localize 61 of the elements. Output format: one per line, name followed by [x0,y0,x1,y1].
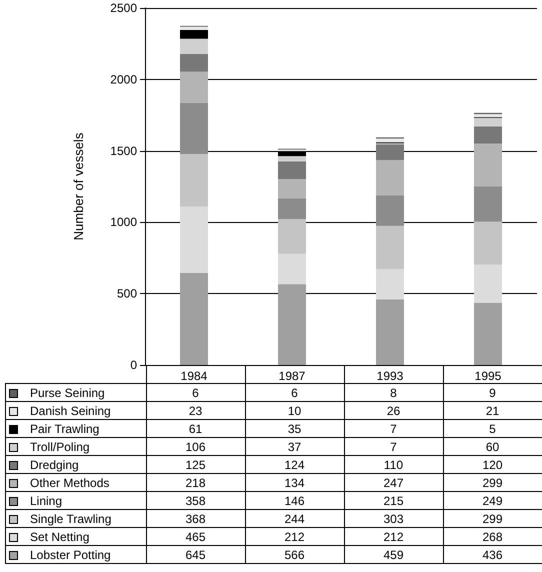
data-label: 212 [344,528,443,546]
x-tick-label: 1987 [278,369,306,383]
data-label: 244 [245,510,344,528]
data-label: 215 [344,492,443,510]
legend-label: Other Methods [30,476,110,490]
legend-label: Lobster Potting [30,548,111,562]
data-label: 146 [245,492,344,510]
data-label: 8 [344,384,443,402]
data-label: 9 [443,384,542,402]
data-label: 645 [146,546,245,564]
x-tick-label: 1993 [376,369,404,383]
legend-label: Single Trawling [30,512,112,526]
y-tick-label: 1000 [110,215,138,230]
y-tick-label: 500 [116,286,138,301]
x-tick-label: 1995 [474,369,502,383]
data-label: 299 [443,510,542,528]
data-label: 125 [146,456,245,474]
y-axis-title: Number of vessels [71,132,86,240]
data-label: 37 [245,438,344,456]
data-label: 10 [245,402,344,420]
data-label: 212 [245,528,344,546]
data-label: 218 [146,474,245,492]
data-label: 6 [146,384,245,402]
data-label: 60 [443,438,542,456]
y-tick-label: 2000 [110,72,138,86]
data-label: 106 [146,438,245,456]
data-label: 268 [443,528,542,546]
data-label: 368 [146,510,245,528]
legend-label: Purse Seining [30,386,105,400]
x-tick-label: 1984 [180,369,208,383]
data-label: 436 [443,546,542,564]
data-label: 35 [245,420,344,438]
data-label: 120 [443,456,542,474]
data-label: 358 [146,492,245,510]
data-label: 5 [443,420,542,438]
data-label: 6 [245,384,344,402]
y-tick-label: 1500 [110,144,138,158]
data-label: 23 [146,402,245,420]
data-label: 26 [344,402,443,420]
data-label: 134 [245,474,344,492]
data-label: 566 [245,546,344,564]
data-label: 249 [443,492,542,510]
data-label: 124 [245,456,344,474]
data-label: 465 [146,528,245,546]
data-label: 299 [443,474,542,492]
y-tick-label: 0 [130,358,138,372]
data-label: 303 [344,510,443,528]
data-label: 459 [344,546,443,564]
data-label: 21 [443,402,542,420]
data-label: 110 [344,456,443,474]
legend-label: Set Netting [30,530,90,544]
data-label: 7 [344,438,443,456]
y-tick-label: 2500 [110,1,138,15]
legend-label: Lining [30,494,62,508]
legend-label: Pair Trawling [30,422,100,436]
legend-label: Danish Seining [30,404,111,418]
data-label: 247 [344,474,443,492]
data-label: 61 [146,420,245,438]
data-label: 7 [344,420,443,438]
legend-label: Troll/Poling [30,440,90,454]
legend-label: Dredging [30,458,79,472]
